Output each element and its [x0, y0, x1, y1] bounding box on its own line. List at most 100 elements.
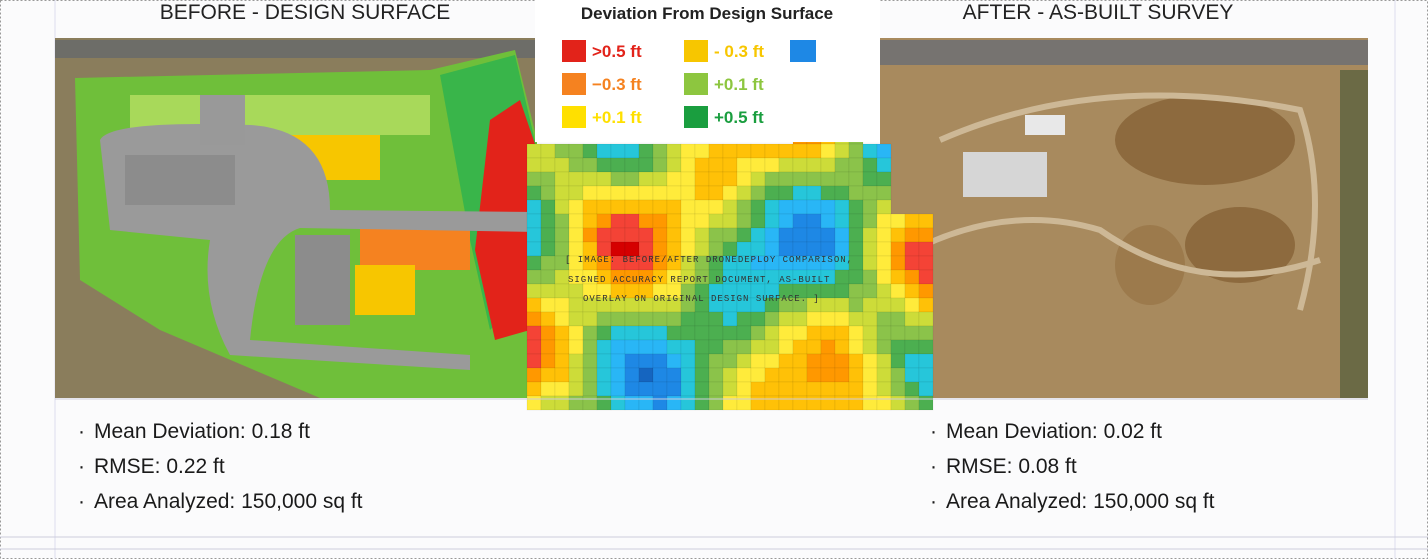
heatmap-cell	[876, 255, 892, 271]
heatmap-cell	[876, 311, 892, 327]
heatmap-cell	[652, 227, 668, 243]
heatmap-cell	[792, 325, 808, 341]
heatmap-cell	[736, 213, 752, 229]
heatmap-cell	[722, 339, 738, 355]
heatmap-cell	[764, 311, 780, 327]
heatmap-cell	[764, 171, 780, 187]
heatmap-cell	[624, 185, 640, 201]
heatmap-cell	[806, 353, 822, 369]
heatmap-cell	[540, 143, 556, 159]
heatmap-cell	[862, 199, 878, 215]
heatmap-cell	[554, 171, 570, 187]
legend-swatch	[562, 106, 586, 128]
heatmap-cell	[848, 227, 864, 243]
heatmap-cell	[876, 283, 892, 299]
heatmap-cell	[568, 353, 584, 369]
heatmap-cell	[834, 297, 850, 313]
heatmap-cell	[694, 241, 710, 257]
heatmap-cell	[862, 157, 878, 173]
stat-line: Area Analyzed: 150,000 sq ft	[94, 490, 363, 513]
heatmap-cell	[540, 395, 556, 411]
heatmap-cell	[778, 143, 794, 159]
heatmap-cell	[904, 269, 920, 285]
heatmap-cell	[540, 227, 556, 243]
heatmap-cell	[778, 227, 794, 243]
heatmap-cell	[582, 367, 598, 383]
heatmap-cell	[904, 395, 920, 411]
heatmap-cell	[890, 339, 906, 355]
heatmap-cell	[778, 339, 794, 355]
heatmap-cell	[834, 213, 850, 229]
heatmap-cell	[778, 185, 794, 201]
heatmap-cell	[834, 143, 850, 159]
legend-label: +0.1 ft	[592, 108, 642, 127]
heatmap-cell	[904, 227, 920, 243]
heatmap-cell	[764, 353, 780, 369]
heatmap-cell	[540, 241, 556, 257]
heatmap-cell	[750, 185, 766, 201]
heatmap-cell	[918, 213, 934, 229]
heatmap-cell	[820, 325, 836, 341]
heatmap-cell	[526, 325, 542, 341]
heatmap-cell	[820, 395, 836, 411]
heatmap-cell	[596, 353, 612, 369]
heatmap-cell	[666, 353, 682, 369]
heatmap-cell	[806, 325, 822, 341]
heatmap-cell	[694, 185, 710, 201]
heatmap-cell	[862, 339, 878, 355]
heatmap-cell	[792, 157, 808, 173]
heatmap-cell	[862, 353, 878, 369]
heatmap-cell	[834, 241, 850, 257]
heatmap-cell	[638, 143, 654, 159]
heatmap-cell	[764, 395, 780, 411]
heatmap-cell	[694, 213, 710, 229]
heatmap-cell	[526, 381, 542, 397]
heatmap-cell	[876, 241, 892, 257]
heatmap-cell	[736, 171, 752, 187]
heatmap-cell	[554, 353, 570, 369]
heatmap-cell	[848, 213, 864, 229]
heatmap-cell	[778, 171, 794, 187]
heatmap-cell	[848, 325, 864, 341]
heatmap-cell	[890, 311, 906, 327]
heatmap-cell	[848, 367, 864, 383]
heatmap-cell	[568, 381, 584, 397]
heatmap-cell	[792, 339, 808, 355]
heatmap-cell	[610, 157, 626, 173]
heatmap-cell	[778, 353, 794, 369]
heatmap-cell	[652, 381, 668, 397]
heatmap-cell	[820, 185, 836, 201]
heatmap-cell	[918, 395, 934, 411]
heatmap-cell	[764, 241, 780, 257]
heatmap-cell	[806, 213, 822, 229]
heatmap-cell	[708, 227, 724, 243]
heatmap-cell	[904, 283, 920, 299]
heatmap-cell	[652, 185, 668, 201]
heatmap-cell	[694, 325, 710, 341]
heatmap-cell	[666, 311, 682, 327]
heatmap-cell	[848, 185, 864, 201]
heatmap-cell	[862, 227, 878, 243]
heatmap-cell	[526, 395, 542, 411]
heatmap-cell	[806, 311, 822, 327]
heatmap-cell	[652, 199, 668, 215]
heatmap-cell	[540, 367, 556, 383]
heatmap-cell	[610, 395, 626, 411]
heatmap-cell	[624, 395, 640, 411]
heatmap-cell	[806, 199, 822, 215]
heatmap-cell	[890, 353, 906, 369]
legend-label: - 0.3 ft	[714, 42, 764, 61]
heatmap-cell	[610, 185, 626, 201]
heatmap-cell	[806, 157, 822, 173]
heatmap-cell	[596, 185, 612, 201]
heatmap-cell	[848, 297, 864, 313]
heatmap-cell	[568, 227, 584, 243]
heatmap-cell	[582, 353, 598, 369]
heatmap-cell	[582, 395, 598, 411]
heatmap-cell	[876, 395, 892, 411]
heatmap-cell	[834, 353, 850, 369]
heatmap-cell	[638, 395, 654, 411]
heatmap-cell	[750, 227, 766, 243]
heatmap-cell	[820, 311, 836, 327]
heatmap-cell	[820, 353, 836, 369]
